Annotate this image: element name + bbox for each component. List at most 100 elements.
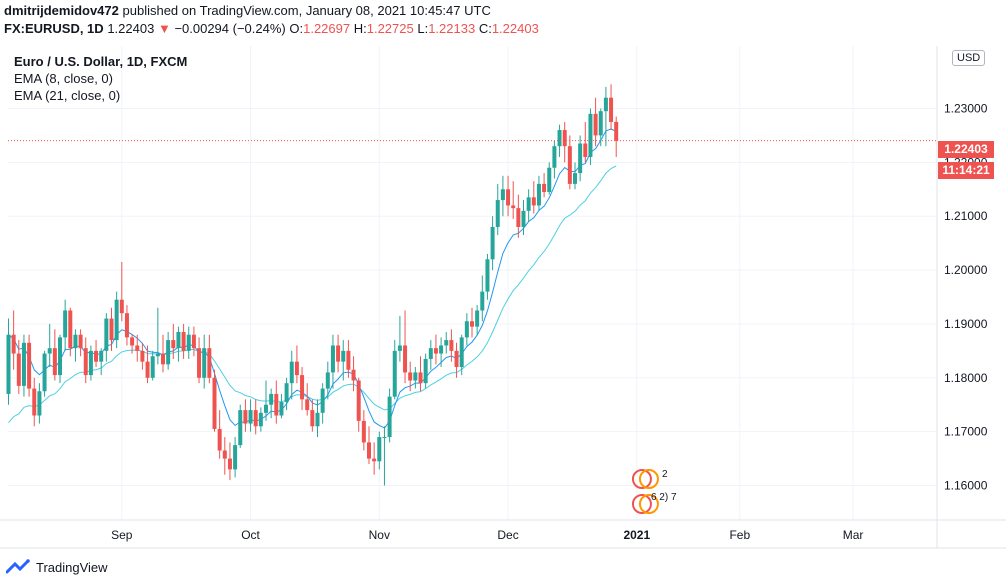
candle-body bbox=[284, 383, 289, 403]
candle-body bbox=[88, 350, 93, 376]
candle-body bbox=[408, 372, 413, 381]
currency-button[interactable]: USD bbox=[952, 50, 986, 66]
candle-body bbox=[212, 377, 217, 429]
candle-body bbox=[248, 410, 253, 424]
open-label: O: bbox=[289, 21, 304, 36]
high-value: 1.22725 bbox=[366, 21, 414, 36]
chart-legend: Euro / U.S. Dollar, 1D, FXCM EMA (8, clo… bbox=[14, 53, 187, 104]
current-price-tag: 1.22403 bbox=[938, 141, 994, 158]
candle-body bbox=[351, 369, 356, 381]
candle-body bbox=[68, 310, 73, 349]
high-label: H: bbox=[353, 21, 367, 36]
low-label: L: bbox=[417, 21, 429, 36]
candle-body bbox=[464, 321, 469, 338]
candle-body bbox=[119, 299, 124, 314]
candle-body bbox=[269, 393, 274, 405]
y-tick-label: 1.17000 bbox=[944, 425, 988, 439]
candle-body bbox=[310, 410, 315, 427]
footer-brand-text: TradingView bbox=[36, 559, 108, 575]
candle-body bbox=[114, 299, 119, 341]
low-value: 1.22133 bbox=[428, 21, 476, 36]
event-flag-icon bbox=[638, 494, 659, 514]
candle-body bbox=[330, 345, 335, 373]
candle-body bbox=[78, 334, 83, 349]
candle-body bbox=[552, 146, 557, 168]
candle-body bbox=[346, 350, 351, 370]
candle-body bbox=[73, 334, 78, 349]
footer-brand[interactable]: TradingView bbox=[6, 559, 108, 575]
candle-body bbox=[300, 375, 305, 400]
candle-body bbox=[567, 146, 572, 184]
candle-body bbox=[547, 167, 552, 192]
price-change: −0.00294 (−0.24%) bbox=[174, 21, 286, 36]
candle-body bbox=[155, 353, 160, 357]
x-tick-label: Dec bbox=[497, 528, 518, 542]
candle-body bbox=[578, 143, 583, 174]
candle-body bbox=[32, 388, 37, 416]
author-name[interactable]: dmitrijdemidov472 bbox=[4, 3, 119, 18]
legend-title: Euro / U.S. Dollar, 1D, FXCM bbox=[14, 54, 188, 69]
candle-body bbox=[459, 337, 464, 368]
event-count-bottom: 6 2) 7 bbox=[651, 492, 677, 503]
candle-body bbox=[140, 350, 145, 362]
legend-ema21[interactable]: EMA (21, close, 0) bbox=[14, 88, 121, 103]
close-value: 1.22403 bbox=[491, 21, 539, 36]
y-tick-label: 1.21000 bbox=[944, 209, 988, 223]
candle-body bbox=[423, 358, 428, 384]
candle-body bbox=[294, 361, 299, 376]
ohlc-line: FX:EURUSD, 1D 1.22403 ▼ −0.00294 (−0.24%… bbox=[4, 21, 539, 36]
candle-body bbox=[264, 404, 268, 413]
candle-body bbox=[135, 345, 140, 351]
candle-body bbox=[325, 372, 330, 389]
candle-body bbox=[16, 353, 21, 386]
candle-body bbox=[562, 130, 567, 147]
candle-body bbox=[511, 205, 516, 209]
x-tick-label: Nov bbox=[369, 528, 390, 542]
candle-body bbox=[279, 402, 284, 416]
symbol-label: FX:EURUSD, 1D bbox=[4, 21, 104, 36]
candle-body bbox=[516, 208, 521, 227]
candle-body bbox=[233, 445, 238, 470]
candle-body bbox=[145, 361, 150, 378]
candle-body bbox=[392, 350, 397, 397]
ema21-line bbox=[8, 165, 617, 424]
candle-body bbox=[150, 356, 155, 378]
legend-ema8[interactable]: EMA (8, close, 0) bbox=[14, 71, 113, 86]
publish-info: dmitrijdemidov472 published on TradingVi… bbox=[4, 3, 491, 18]
candle-body bbox=[21, 342, 26, 386]
candle-body bbox=[274, 393, 279, 416]
candle-body bbox=[99, 350, 104, 362]
candle-body bbox=[521, 210, 526, 227]
candle-body bbox=[42, 353, 47, 392]
candle-body bbox=[361, 420, 366, 443]
candle-body bbox=[181, 332, 186, 351]
candle-body bbox=[418, 372, 423, 384]
candle-body bbox=[583, 143, 588, 157]
candle-body bbox=[609, 97, 614, 122]
candle-body bbox=[433, 348, 438, 354]
candle-body bbox=[83, 348, 88, 376]
x-tick-label: Sep bbox=[111, 528, 133, 542]
candle-body bbox=[305, 399, 310, 411]
event-flag-icon bbox=[638, 469, 659, 489]
candle-body bbox=[403, 345, 408, 373]
event-flag-icon bbox=[631, 469, 652, 489]
x-tick-label: Oct bbox=[241, 528, 260, 542]
candle-body bbox=[161, 353, 165, 365]
candle-body bbox=[413, 372, 418, 381]
candle-body bbox=[336, 345, 341, 362]
candle-body bbox=[536, 183, 541, 206]
candle-body bbox=[542, 183, 547, 192]
candle-body bbox=[197, 348, 202, 378]
candle-body bbox=[449, 340, 454, 351]
candle-body bbox=[94, 350, 99, 362]
countdown-tag: 11:14:21 bbox=[938, 162, 994, 179]
close-label: C: bbox=[478, 21, 492, 36]
candle-body bbox=[130, 337, 135, 346]
candle-body bbox=[258, 412, 263, 427]
candle-body bbox=[191, 334, 196, 349]
candle-body bbox=[217, 428, 222, 451]
candle-body bbox=[243, 410, 248, 424]
event-count-top: 2 bbox=[662, 469, 668, 480]
